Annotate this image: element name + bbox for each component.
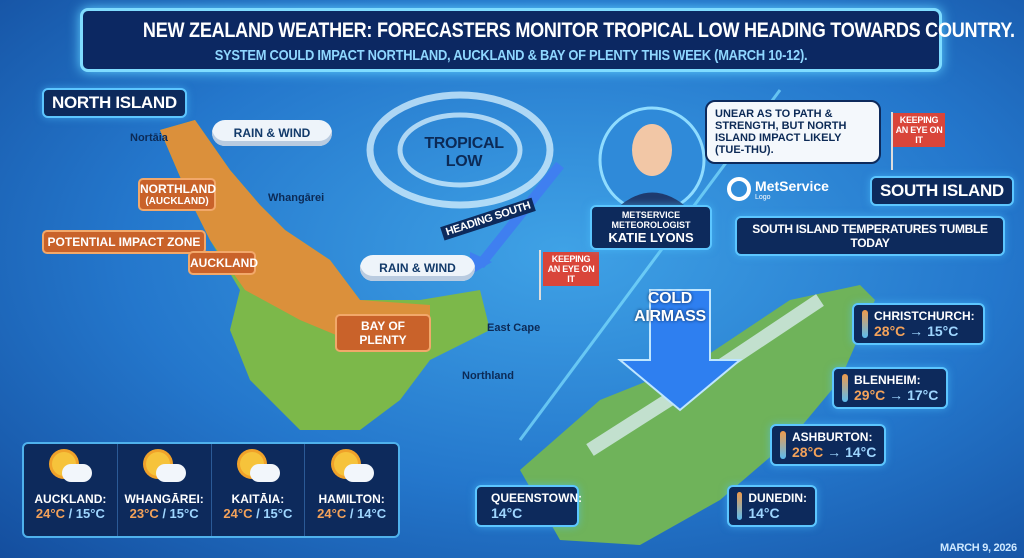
metservice-logo: MetService Logo <box>727 177 829 201</box>
city-name: QUEENSTOWN: <box>491 491 583 505</box>
forecast-city: HAMILTON: <box>318 492 385 506</box>
temp-from: 28°C <box>874 323 906 339</box>
thermometer-icon <box>842 374 848 402</box>
arrow-icon: → <box>889 387 904 403</box>
arrow-icon: → <box>909 323 924 339</box>
thermometer-icon <box>737 492 743 520</box>
city-name: CHRISTCHURCH: <box>874 309 975 323</box>
logo-name: MetService <box>755 177 829 194</box>
partly-cloudy-icon <box>236 450 280 484</box>
north-island-forecast-panel: AUCKLAND: 24°C / 15°C WHANGĀREI: 23°C / 15… <box>22 442 400 538</box>
place-northland: Northland <box>462 370 514 382</box>
forecast-high: 24°C <box>35 506 65 521</box>
forecast-high: 24°C <box>223 506 253 521</box>
north-island-label: NORTH ISLAND <box>42 88 187 118</box>
headline-title: NEW ZEALAND WEATHER: FORECASTERS MONITOR… <box>142 19 1015 42</box>
city-name: BLENHEIM: <box>854 373 921 387</box>
separator: / <box>64 506 76 521</box>
temp-to: 14°C <box>748 505 780 521</box>
city-name: ASHBURTON: <box>792 430 873 444</box>
city-queenstown: QUEENSTOWN: 14°C <box>475 485 583 527</box>
place-nortaia: Nortāia <box>130 132 168 144</box>
separator: / <box>346 506 358 521</box>
forecast-low: 14°C <box>357 506 387 521</box>
keeping-eye-flag: KEEPING AN EYE ON IT <box>893 113 945 147</box>
speech-bubble: UNEAR AS TO PATH & STRENGTH, BUT NORTH I… <box>705 100 881 164</box>
zone-northland-sublabel: (AUCKLAND) <box>145 196 209 207</box>
temp-to: 15°C <box>927 323 959 339</box>
forecast-auckland: AUCKLAND: 24°C / 15°C <box>24 444 118 536</box>
zone-potential-impact: POTENTIAL IMPACT ZONE <box>42 230 206 254</box>
partly-cloudy-icon <box>142 450 187 484</box>
temp-from: 29°C <box>854 387 886 403</box>
forecast-kaitaia: KAITĀIA: 24°C / 15°C <box>212 444 306 536</box>
thermometer-icon <box>862 310 868 338</box>
tropical-low-swirl <box>366 91 554 209</box>
forecast-low: 15°C <box>263 506 293 521</box>
cold-airmass-arrow <box>617 289 743 412</box>
forecast-city: KAITĀIA: <box>231 492 285 506</box>
impact-zone <box>160 120 430 345</box>
tropical-low-label: TROPICAL LOW <box>424 135 504 170</box>
partly-cloudy-icon <box>48 450 93 484</box>
forecast-city: AUCKLAND: <box>34 492 107 506</box>
rain-wind-cloud: RAIN & WIND <box>360 255 475 281</box>
zone-auckland: AUCKLAND <box>188 251 258 275</box>
south-island-banner: SOUTH ISLAND TEMPERATURES TUMBLE TODAY <box>735 216 1005 256</box>
logo-sub: Logo <box>755 193 771 201</box>
partly-cloudy-icon <box>330 450 374 484</box>
cold-airmass-label: COLD AIRMASS <box>634 290 706 325</box>
city-christchurch: CHRISTCHURCH: 28°C → 15°C <box>852 303 985 345</box>
city-dunedin: DUNEDIN: 14°C <box>727 485 817 527</box>
temp-to: 17°C <box>907 387 939 403</box>
rain-wind-cloud: RAIN & WIND <box>212 120 332 146</box>
city-blenheim: BLENHEIM: 29°C → 17°C <box>832 367 949 409</box>
forecast-hamilton: HAMILTON: 24°C / 14°C <box>305 444 398 536</box>
place-whangarei: Whangārei <box>268 192 325 204</box>
headline-subtitle: SYSTEM COULD IMPACT NORTHLAND, AUCKLAND … <box>214 47 808 64</box>
city-ashburton: ASHBURTON: 28°C → 14°C <box>770 424 887 466</box>
separator: / <box>252 506 264 521</box>
forecast-low: 15°C <box>169 506 199 521</box>
south-island-map <box>520 285 875 545</box>
keeping-eye-flag: KEEPING AN EYE ON IT <box>543 252 599 286</box>
forecast-high: 24°C <box>317 506 347 521</box>
meteorologist-name: KATIE LYONS <box>608 230 694 245</box>
zone-northland-label: NORTHLAND <box>140 182 216 196</box>
place-east-cape: East Cape <box>487 322 541 334</box>
forecast-high: 23°C <box>129 506 159 521</box>
meteorologist-role: METSERVICE METEOROLOGIST <box>611 210 691 230</box>
city-name: DUNEDIN: <box>748 491 807 505</box>
forecast-low: 15°C <box>75 506 105 521</box>
temp-from: 28°C <box>792 444 824 460</box>
headline-banner: NEW ZEALAND WEATHER: FORECASTERS MONITOR… <box>80 8 1015 72</box>
date-label: MARCH 9, 2026 <box>940 542 1017 554</box>
thermometer-icon <box>780 431 786 459</box>
meteorologist-caption: METSERVICE METEOROLOGIST KATIE LYONS <box>590 205 712 250</box>
forecast-whangarei: WHANGĀREI: 23°C / 15°C <box>118 444 212 536</box>
temp-to: 14°C <box>845 444 877 460</box>
metservice-logo-icon <box>727 177 751 201</box>
arrow-icon: → <box>827 444 842 460</box>
south-island-label: SOUTH ISLAND <box>870 176 1014 206</box>
forecast-city: WHANGĀREI: <box>124 492 204 506</box>
meteorologist-face <box>632 124 672 176</box>
zone-bay-of-plenty: BAY OF PLENTY <box>335 314 431 352</box>
temp-to: 14°C <box>491 505 523 521</box>
zone-northland: NORTHLAND (AUCKLAND) <box>138 178 216 211</box>
separator: / <box>158 506 170 521</box>
